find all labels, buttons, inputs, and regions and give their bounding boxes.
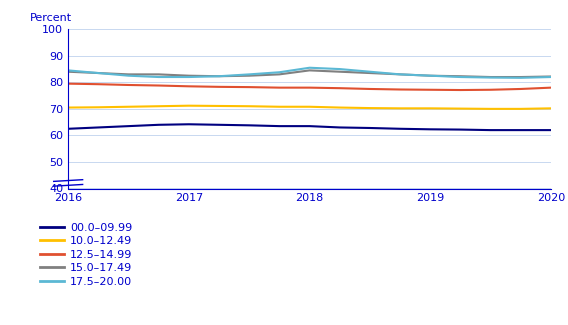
10.0–12.49 xyxy=(95,105,102,109)
15.0–17.49 xyxy=(427,74,434,78)
00.0–09.99 xyxy=(487,128,494,132)
00.0–09.99 xyxy=(548,128,554,132)
17.5–20.00 xyxy=(155,75,162,79)
17.5–20.00 xyxy=(185,75,192,79)
17.5–20.00 xyxy=(396,72,403,76)
10.0–12.49 xyxy=(487,107,494,111)
15.0–17.49 xyxy=(336,70,343,74)
10.0–12.49 xyxy=(246,104,253,108)
Line: 12.5–14.99: 12.5–14.99 xyxy=(68,84,551,90)
12.5–14.99 xyxy=(276,86,283,90)
17.5–20.00 xyxy=(457,75,464,79)
12.5–14.99 xyxy=(125,83,132,87)
10.0–12.49 xyxy=(125,105,132,109)
17.5–20.00 xyxy=(276,70,283,74)
12.5–14.99 xyxy=(457,88,464,92)
15.0–17.49 xyxy=(216,74,223,78)
Text: Percent: Percent xyxy=(30,13,72,23)
00.0–09.99 xyxy=(95,125,102,129)
Line: 10.0–12.49: 10.0–12.49 xyxy=(68,106,551,109)
Line: 17.5–20.00: 17.5–20.00 xyxy=(68,68,551,78)
12.5–14.99 xyxy=(336,86,343,90)
15.0–17.49 xyxy=(185,74,192,78)
10.0–12.49 xyxy=(396,106,403,110)
17.5–20.00 xyxy=(336,67,343,71)
00.0–09.99 xyxy=(125,124,132,128)
Line: 15.0–17.49: 15.0–17.49 xyxy=(68,71,551,77)
10.0–12.49 xyxy=(366,106,373,110)
10.0–12.49 xyxy=(517,107,524,111)
15.0–17.49 xyxy=(125,72,132,76)
00.0–09.99 xyxy=(185,122,192,126)
15.0–17.49 xyxy=(155,72,162,76)
12.5–14.99 xyxy=(95,82,102,86)
17.5–20.00 xyxy=(125,74,132,78)
17.5–20.00 xyxy=(306,66,313,70)
12.5–14.99 xyxy=(185,84,192,88)
00.0–09.99 xyxy=(366,126,373,130)
12.5–14.99 xyxy=(548,86,554,90)
10.0–12.49 xyxy=(306,105,313,109)
00.0–09.99 xyxy=(427,127,434,131)
10.0–12.49 xyxy=(457,107,464,111)
12.5–14.99 xyxy=(216,85,223,89)
15.0–17.49 xyxy=(457,74,464,78)
Legend: 00.0–09.99, 10.0–12.49, 12.5–14.99, 15.0–17.49, 17.5–20.00: 00.0–09.99, 10.0–12.49, 12.5–14.99, 15.0… xyxy=(40,223,132,287)
12.5–14.99 xyxy=(65,82,72,85)
00.0–09.99 xyxy=(306,124,313,128)
17.5–20.00 xyxy=(548,75,554,79)
12.5–14.99 xyxy=(366,87,373,91)
00.0–09.99 xyxy=(336,125,343,129)
00.0–09.99 xyxy=(216,123,223,127)
00.0–09.99 xyxy=(396,127,403,131)
10.0–12.49 xyxy=(155,104,162,108)
17.5–20.00 xyxy=(65,69,72,72)
17.5–20.00 xyxy=(366,70,373,74)
10.0–12.49 xyxy=(427,106,434,110)
17.5–20.00 xyxy=(517,76,524,80)
12.5–14.99 xyxy=(396,87,403,91)
00.0–09.99 xyxy=(276,124,283,128)
15.0–17.49 xyxy=(487,75,494,79)
15.0–17.49 xyxy=(276,72,283,76)
15.0–17.49 xyxy=(65,70,72,74)
10.0–12.49 xyxy=(185,104,192,108)
00.0–09.99 xyxy=(517,128,524,132)
12.5–14.99 xyxy=(246,85,253,89)
10.0–12.49 xyxy=(548,106,554,110)
15.0–17.49 xyxy=(517,75,524,79)
15.0–17.49 xyxy=(306,69,313,72)
10.0–12.49 xyxy=(216,104,223,108)
17.5–20.00 xyxy=(427,74,434,78)
00.0–09.99 xyxy=(246,124,253,127)
15.0–17.49 xyxy=(396,72,403,76)
12.5–14.99 xyxy=(517,87,524,91)
10.0–12.49 xyxy=(65,106,72,110)
00.0–09.99 xyxy=(155,123,162,127)
12.5–14.99 xyxy=(306,86,313,90)
00.0–09.99 xyxy=(65,127,72,131)
Line: 00.0–09.99: 00.0–09.99 xyxy=(68,124,551,130)
17.5–20.00 xyxy=(246,72,253,76)
17.5–20.00 xyxy=(487,76,494,80)
15.0–17.49 xyxy=(548,74,554,78)
10.0–12.49 xyxy=(276,105,283,109)
15.0–17.49 xyxy=(366,71,373,75)
12.5–14.99 xyxy=(427,88,434,92)
17.5–20.00 xyxy=(95,71,102,75)
12.5–14.99 xyxy=(487,88,494,92)
17.5–20.00 xyxy=(216,74,223,78)
00.0–09.99 xyxy=(457,128,464,132)
15.0–17.49 xyxy=(95,71,102,75)
12.5–14.99 xyxy=(155,84,162,87)
15.0–17.49 xyxy=(246,74,253,78)
10.0–12.49 xyxy=(336,106,343,110)
